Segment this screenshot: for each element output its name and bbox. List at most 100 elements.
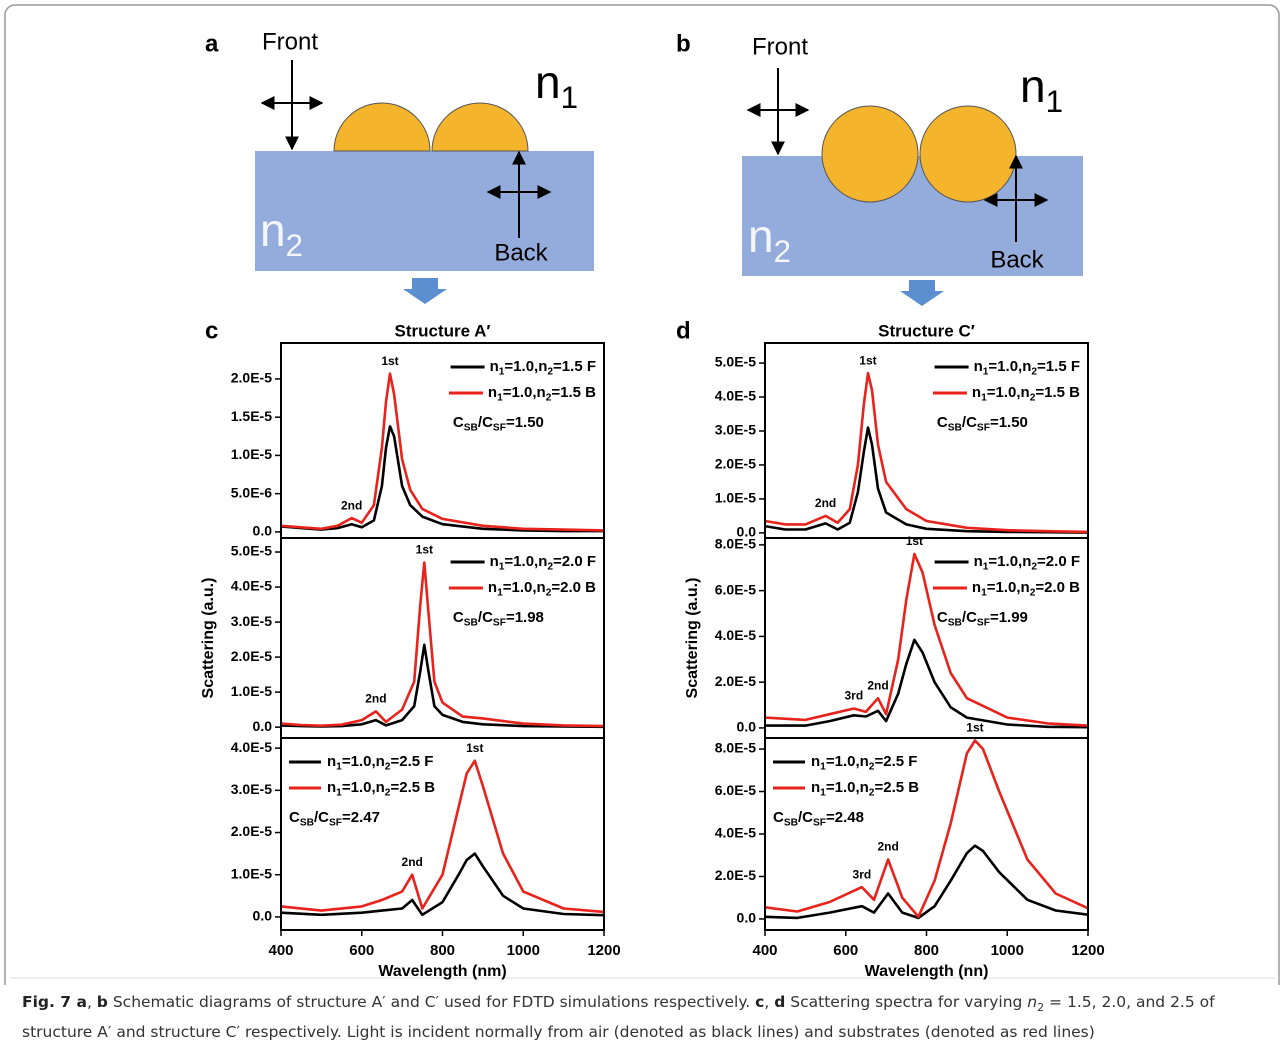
y-tick-label: 0.0 <box>737 524 757 540</box>
x-tick-label: 400 <box>752 942 777 959</box>
caption-text: Schematic diagrams of structure A′ and C… <box>107 993 756 1011</box>
y-tick-label: 2.0E-5 <box>715 456 756 472</box>
legend-label: n1=1.0,n2=1.5 B <box>488 384 596 403</box>
front-label: Front <box>262 28 318 55</box>
series-line <box>280 372 605 532</box>
x-axis-label: Wavelength (nn) <box>865 963 989 980</box>
series-line <box>764 844 1089 920</box>
x-tick-label: 1000 <box>991 942 1024 959</box>
panel-letter: d <box>676 317 691 344</box>
ratio-label: CSB/CSF=1.98 <box>453 609 544 628</box>
chart: 0.0 2.0E-5 4.0E-5 6.0E-5 8.0E-5 400 600 800 1000… <box>715 721 1105 981</box>
chart: 0.0 1.0E-5 2.0E-5 3.0E-5 4.0E-5 5.0E-5 n1=1.0,… <box>715 321 1089 540</box>
y-tick-label: 3.0E-5 <box>231 613 272 629</box>
x-tick-label: 1000 <box>507 942 540 959</box>
diagram-a: a Front Back n1 n2 <box>205 28 594 304</box>
y-tick-label: 0.0 <box>253 908 273 924</box>
peak-label: 2nd <box>815 496 836 510</box>
chart-title: Structure A′ <box>394 321 490 340</box>
diagram-b: b Front Back n1 n2 <box>676 30 1083 306</box>
chart: 0.0 5.0E-6 1.0E-5 1.5E-5 2.0E-5 n1=1.0,n2=1.5… <box>231 321 605 539</box>
particle <box>821 105 919 203</box>
x-tick-label: 1200 <box>587 942 620 959</box>
x-tick-label: 600 <box>833 942 858 959</box>
y-tick-label: 5.0E-5 <box>715 354 756 370</box>
x-tick-label: 800 <box>430 942 455 959</box>
y-tick-label: 3.0E-5 <box>715 422 756 438</box>
legend-label: n1=1.0,n2=2.5 F <box>327 753 433 772</box>
flow-arrow <box>403 278 447 304</box>
y-tick-label: 2.0E-5 <box>715 673 756 689</box>
y-tick-label: 8.0E-5 <box>715 536 756 552</box>
y-tick-label: 3.0E-5 <box>231 781 272 797</box>
x-tick-label: 800 <box>914 942 939 959</box>
series-line <box>764 371 1089 534</box>
particle <box>333 102 431 152</box>
peak-label: 2nd <box>867 678 888 692</box>
caption-text: , <box>764 993 775 1011</box>
flow-arrow <box>900 280 944 306</box>
medium-bottom: n2 <box>748 210 791 269</box>
x-axis-label: Wavelength (nm) <box>378 963 506 980</box>
y-tick-label: 2.0E-5 <box>715 867 756 883</box>
x-tick-label: 600 <box>349 942 374 959</box>
y-tick-label: 4.0E-5 <box>715 627 756 643</box>
caption-text: Scattering spectra for varying <box>785 993 1028 1011</box>
medium-top: n1 <box>1020 60 1063 119</box>
ratio-label: CSB/CSF=1.99 <box>937 609 1028 628</box>
caption-text: , <box>86 993 97 1011</box>
ratio-label: CSB/CSF=2.47 <box>289 809 380 828</box>
y-tick-label: 4.0E-5 <box>715 825 756 841</box>
series-line <box>764 739 1089 919</box>
y-tick-label: 6.0E-5 <box>715 782 756 798</box>
y-tick-label: 1.0E-5 <box>231 865 272 881</box>
y-tick-label: 4.0E-5 <box>231 739 272 755</box>
peak-label: 1st <box>466 741 483 755</box>
front-label: Front <box>752 33 808 60</box>
legend-label: n1=1.0,n2=2.0 F <box>974 553 1080 572</box>
caption-text: = 1.5, 2.0, and 2.5 of structure A′ and … <box>22 993 1215 1042</box>
back-label: Back <box>990 246 1044 273</box>
caption-text: Fig. 7 <box>22 993 72 1011</box>
caption-text: b <box>96 993 108 1011</box>
series-line <box>764 426 1089 534</box>
panel-letter: b <box>676 30 691 57</box>
y-tick-label: 2.0E-5 <box>231 823 272 839</box>
peak-label: 2nd <box>877 840 898 854</box>
legend-label: n1=1.0,n2=2.5 B <box>811 779 919 798</box>
legend-label: n1=1.0,n2=2.5 B <box>327 779 435 798</box>
y-tick-label: 1.0E-5 <box>231 683 272 699</box>
y-tick-label: 2.0E-5 <box>231 370 272 386</box>
series-line <box>280 643 605 729</box>
figure: a Front Back n1 n2 b Front Back n1 n2 c … <box>4 4 1280 1041</box>
y-tick-label: 2.0E-5 <box>231 648 272 664</box>
peak-label: 2nd <box>341 498 362 512</box>
legend-label: n1=1.0,n2=2.0 B <box>972 579 1080 598</box>
peak-label: 1st <box>859 353 876 367</box>
y-tick-label: 1.5E-5 <box>231 408 272 424</box>
y-tick-label: 0.0 <box>253 718 273 734</box>
caption-text: 2 <box>1037 1001 1045 1015</box>
particle <box>431 102 529 152</box>
particle <box>919 105 1017 203</box>
legend-label: n1=1.0,n2=1.5 F <box>974 358 1080 377</box>
series-line <box>280 561 605 728</box>
caption-text: c <box>755 993 765 1011</box>
y-tick-label: 0.0 <box>253 523 273 539</box>
y-tick-label: 5.0E-5 <box>231 543 272 559</box>
y-tick-label: 8.0E-5 <box>715 740 756 756</box>
series-line <box>280 425 604 533</box>
peak-label: 1st <box>966 721 983 735</box>
series-line <box>280 759 605 914</box>
caption-text: a <box>71 993 87 1011</box>
legend-label: n1=1.0,n2=2.0 B <box>488 579 596 598</box>
caption-text: n <box>1027 993 1038 1011</box>
ratio-label: CSB/CSF=2.48 <box>773 809 864 828</box>
x-tick-label: 400 <box>268 942 293 959</box>
legend-label: n1=1.0,n2=1.5 F <box>490 358 596 377</box>
y-tick-label: 5.0E-6 <box>231 484 272 500</box>
substrate <box>255 151 594 271</box>
x-tick-label: 1200 <box>1071 942 1104 959</box>
y-axis-label: Scattering (a.u.) <box>200 578 217 699</box>
